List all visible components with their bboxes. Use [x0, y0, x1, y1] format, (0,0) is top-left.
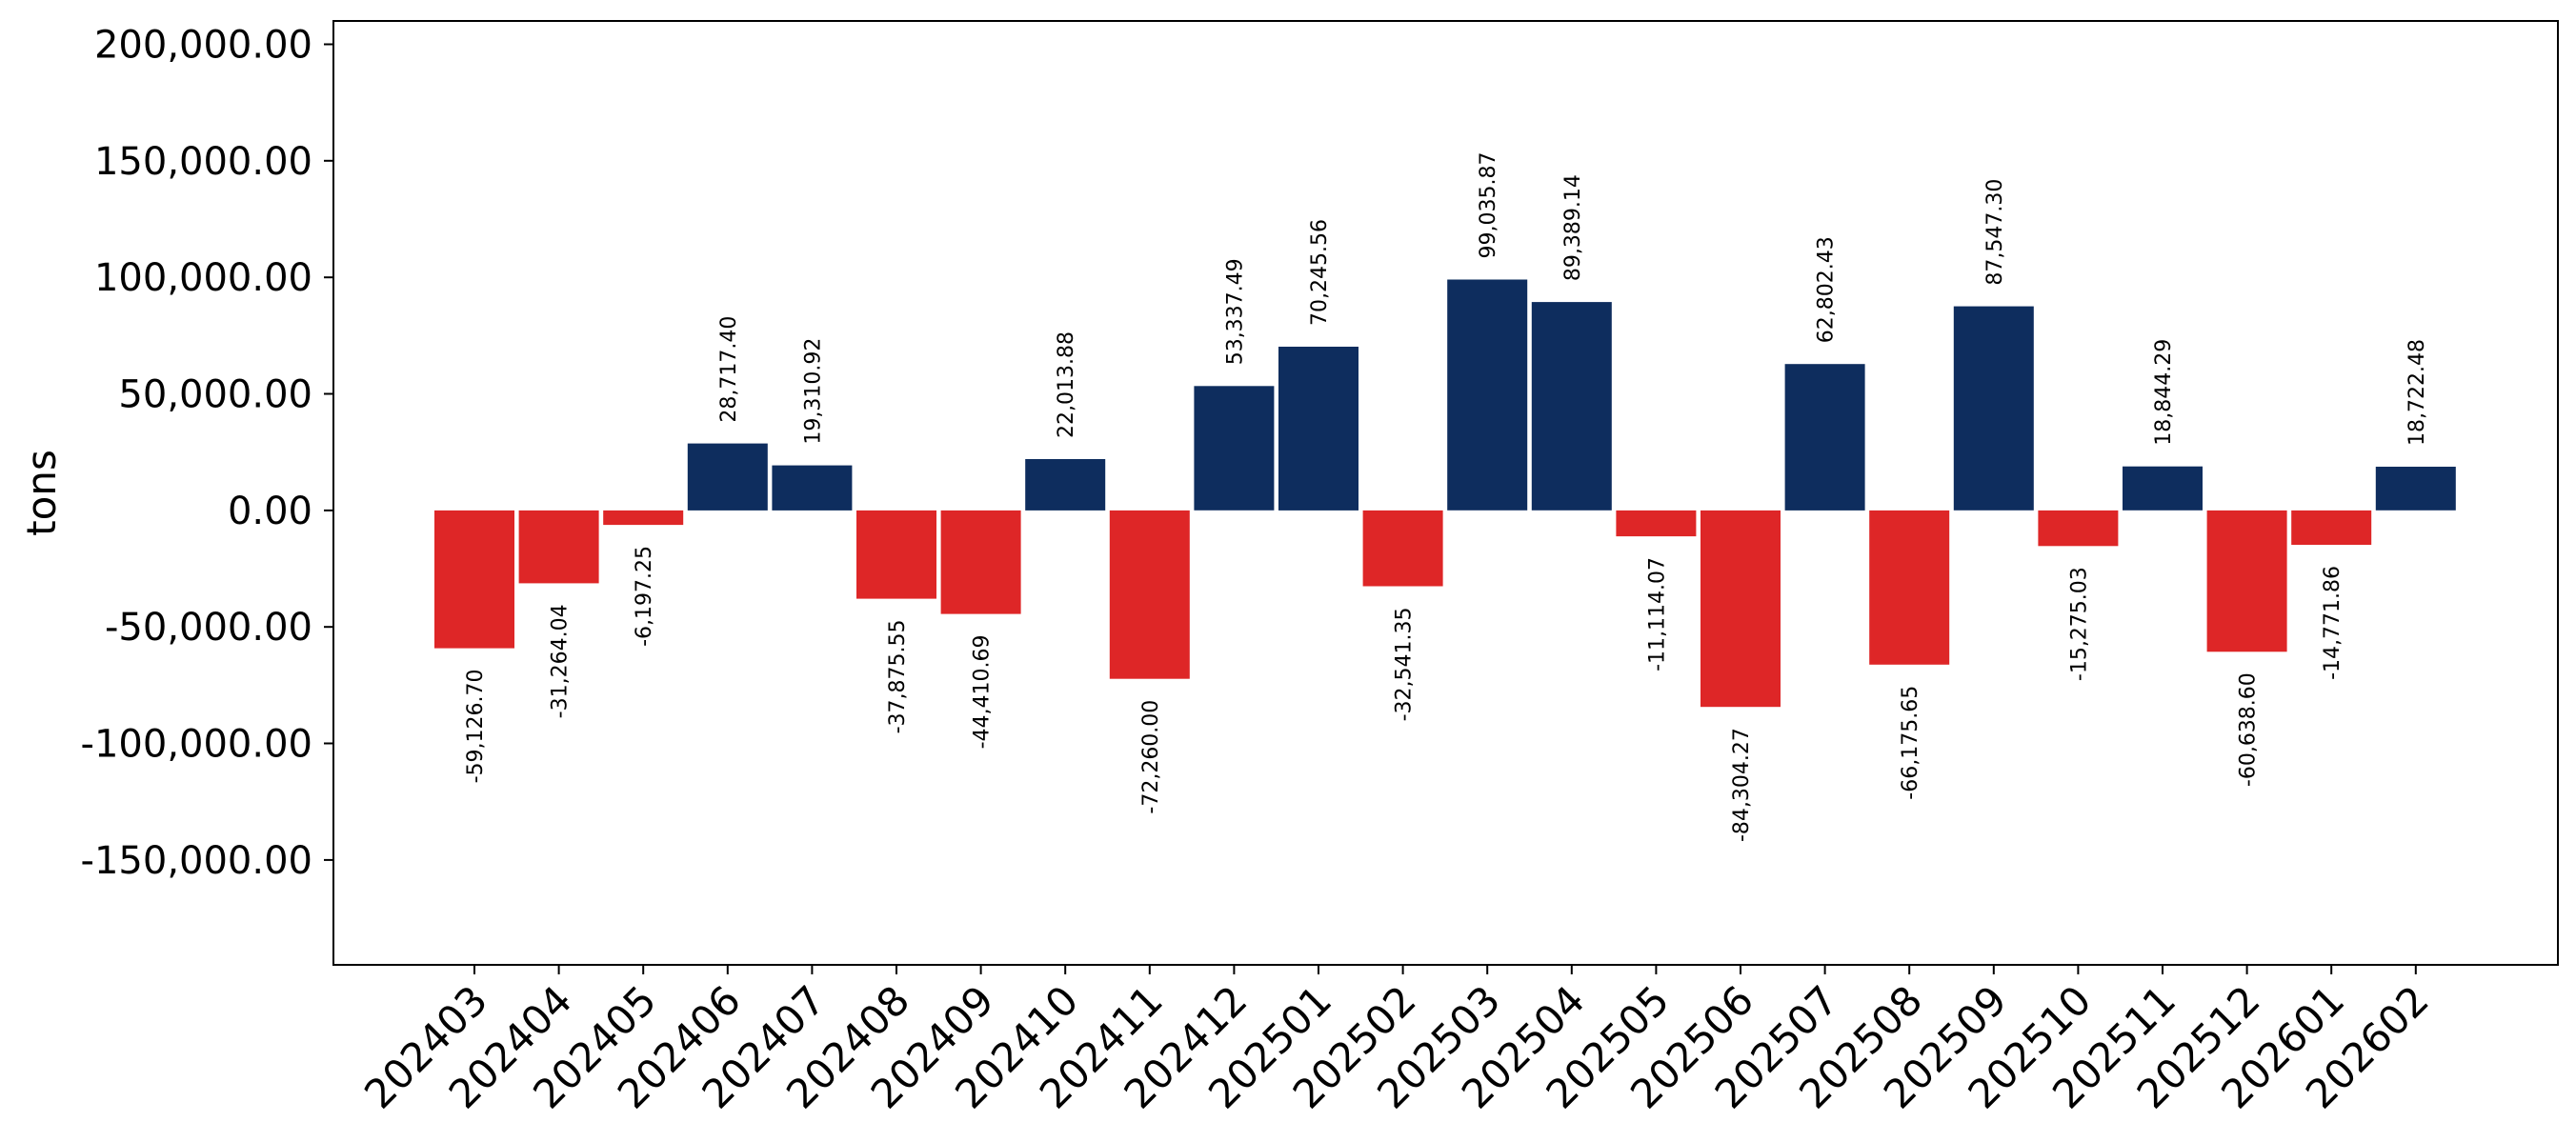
value-label: -32,541.35 — [1393, 608, 1417, 722]
value-label: -15,275.03 — [2067, 567, 2091, 681]
bar-202409 — [940, 510, 1021, 614]
bar-202501 — [1278, 347, 1358, 511]
value-label: -44,410.69 — [971, 635, 995, 750]
bar-202407 — [772, 465, 853, 511]
bar-202602 — [2375, 467, 2456, 511]
value-label: 70,245.56 — [1308, 219, 1332, 326]
bar-202406 — [687, 443, 768, 511]
bar-202412 — [1194, 386, 1275, 511]
bar-202505 — [1616, 510, 1697, 537]
value-label: -37,875.55 — [886, 620, 910, 734]
value-label: 28,717.40 — [717, 316, 741, 423]
bar-202410 — [1025, 459, 1106, 511]
y-tick-label: -100,000.00 — [81, 723, 312, 767]
value-label: 53,337.49 — [1223, 258, 1247, 365]
value-label: -66,175.65 — [1899, 686, 1922, 800]
value-label: -59,126.70 — [464, 670, 488, 784]
bar-202508 — [1869, 510, 1950, 665]
value-label: 99,035.87 — [1477, 152, 1500, 259]
y-tick-label: 200,000.00 — [94, 24, 312, 68]
value-label: -14,771.86 — [2321, 566, 2345, 680]
bar-202601 — [2291, 510, 2372, 545]
bar-202511 — [2123, 466, 2203, 511]
bar-202403 — [434, 510, 514, 649]
bar-202408 — [856, 510, 936, 599]
y-tick-label: -50,000.00 — [105, 606, 312, 650]
value-label: -72,260.00 — [1139, 700, 1163, 814]
bar-202411 — [1109, 510, 1190, 679]
value-label: 87,547.30 — [1983, 179, 2007, 286]
value-label: 19,310.92 — [801, 338, 825, 445]
value-label: 18,844.29 — [2152, 339, 2176, 446]
bar-202512 — [2206, 510, 2287, 652]
x-axis: 2024032024042024052024062024072024082024… — [355, 965, 2438, 1117]
value-label: 18,722.48 — [2405, 339, 2429, 446]
y-tick-label: -150,000.00 — [81, 839, 312, 883]
y-axis-label: tons — [18, 450, 65, 536]
value-label: 22,013.88 — [1055, 331, 1078, 438]
y-tick-label: 50,000.00 — [118, 373, 312, 417]
bar-202503 — [1447, 279, 1528, 511]
bar-202509 — [1953, 306, 2034, 511]
plot-frame — [332, 20, 2559, 966]
value-label: -60,638.60 — [2237, 672, 2261, 787]
bar-202404 — [518, 510, 599, 584]
y-axis: -150,000.00 -100,000.00 -50,000.00 0.00 50,0… — [81, 24, 333, 883]
bar-202506 — [1701, 510, 1781, 708]
data-labels: -59,126.70 -31,264.04 -6,197.25 28,717.40 19… — [464, 152, 2429, 842]
value-label: -11,114.07 — [1645, 557, 1669, 671]
value-label: -6,197.25 — [633, 546, 656, 647]
bar-202507 — [1784, 364, 1865, 511]
y-tick-label: 0.00 — [228, 490, 312, 533]
bar-202405 — [603, 510, 684, 526]
value-label: -31,264.04 — [549, 604, 573, 718]
bar-202510 — [2038, 510, 2119, 547]
value-label: 62,802.43 — [1815, 236, 1839, 343]
bars — [434, 279, 2456, 708]
bar-202504 — [1531, 302, 1612, 511]
value-label: -84,304.27 — [1730, 728, 1754, 842]
value-label: 89,389.14 — [1561, 174, 1585, 281]
bar-202502 — [1362, 510, 1443, 587]
y-tick-label: 100,000.00 — [94, 256, 312, 300]
y-tick-label: 150,000.00 — [94, 140, 312, 184]
